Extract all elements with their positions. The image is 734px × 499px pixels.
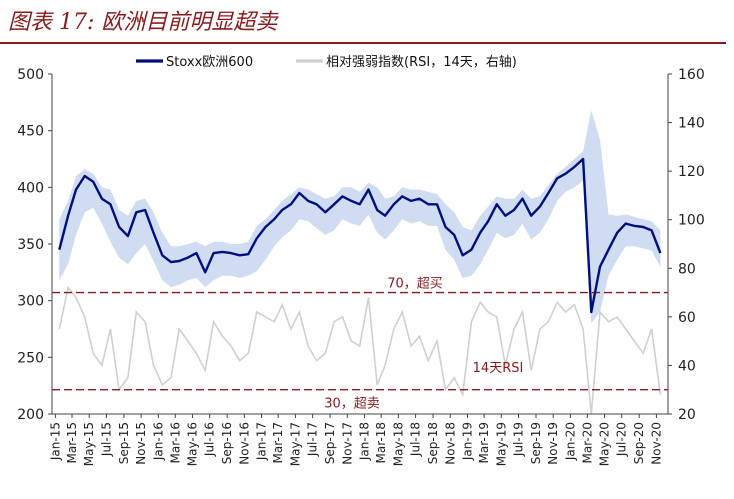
left-tick-label: 400 [17, 180, 44, 196]
title-divider [0, 42, 726, 44]
left-tick-label: 500 [17, 67, 44, 83]
x-tick-label: Sep-15 [117, 422, 131, 464]
reference-label-70: 70，超买 [387, 277, 443, 292]
chart-title: 图表 17: 欧洲目前明显超卖 [8, 10, 278, 35]
reference-label-30: 30，超卖 [324, 397, 380, 412]
x-tick-label: Jan-19 [460, 422, 474, 461]
x-tick-label: Sep-20 [632, 422, 646, 464]
reference-layer: 70，超买 30，超卖 14天RSI [52, 277, 668, 412]
stoxx-layer [58, 157, 662, 314]
x-tick-label: Jan-17 [255, 422, 269, 461]
left-tick-label: 350 [17, 237, 44, 253]
left-tick-label: 250 [17, 350, 44, 366]
right-tick-label: 160 [678, 67, 705, 83]
x-tick-label: Nov-19 [546, 422, 560, 465]
x-tick-label: Sep-16 [220, 422, 234, 464]
axes-layer: 200 250 300 350 400 450 500 20 40 60 80 100 120 140 16… [17, 67, 704, 466]
right-tick-label: 140 [678, 116, 705, 132]
x-tick-label: Sep-17 [323, 422, 337, 464]
x-tick-label: Nov-18 [443, 422, 457, 465]
left-tick-label: 300 [17, 294, 44, 310]
x-tick-label: Sep-18 [426, 422, 440, 464]
x-tick-label: Jan-18 [358, 422, 372, 461]
x-tick-label: Nov-16 [237, 422, 251, 465]
x-tick-label: May-20 [598, 422, 612, 466]
x-tick-label: Jul-15 [99, 422, 113, 457]
x-tick-label: May-18 [391, 422, 405, 466]
x-tick-label: Nov-15 [134, 422, 148, 465]
x-tick-label: Sep-19 [529, 422, 543, 464]
x-tick-label: Nov-17 [340, 422, 354, 465]
right-tick-label: 100 [678, 213, 705, 229]
x-tick-label: Jul-18 [409, 422, 423, 457]
x-tick-label: May-15 [82, 422, 96, 466]
x-tick-label: Mar-15 [65, 422, 79, 463]
x-tick-label: Jan-15 [48, 422, 62, 461]
rsi-layer [58, 285, 662, 415]
x-tick-label: Jul-20 [615, 422, 629, 457]
x-tick-label: Jan-16 [151, 422, 165, 461]
x-tick-label: Jan-20 [563, 422, 577, 461]
x-tick-label: Mar-18 [374, 422, 388, 463]
x-tick-label: Mar-17 [271, 422, 285, 463]
x-tick-label: Mar-20 [580, 422, 594, 463]
left-tick-label: 450 [17, 124, 44, 140]
x-tick-label: Mar-16 [168, 422, 182, 463]
left-tick-label: 200 [17, 407, 44, 423]
x-tick-label: Jul-19 [512, 422, 526, 457]
right-tick-label: 60 [678, 310, 696, 326]
stoxx600-line [58, 157, 662, 314]
band-layer [59, 110, 661, 324]
x-tick-label: Mar-19 [477, 422, 491, 463]
right-tick-label: 20 [678, 407, 696, 423]
right-tick-label: 80 [678, 261, 696, 277]
band-area [59, 110, 661, 324]
right-tick-label: 120 [678, 164, 705, 180]
x-tick-label: May-16 [185, 422, 199, 466]
rsi-line [58, 285, 662, 415]
x-tick-label: May-19 [494, 422, 508, 466]
right-tick-label: 40 [678, 358, 696, 374]
x-tick-label: Jul-16 [203, 422, 217, 457]
legend-label-rsi: 相对强弱指数(RSI，14天，右轴) [326, 55, 517, 70]
rsi-annotation: 14天RSI [473, 361, 524, 376]
legend: Stoxx欧洲600 相对强弱指数(RSI，14天，右轴) [136, 55, 517, 70]
x-tick-label: May-17 [288, 422, 302, 466]
legend-label-stoxx: Stoxx欧洲600 [166, 55, 253, 70]
x-tick-label: Nov-20 [649, 422, 663, 465]
x-tick-label: Jul-17 [306, 422, 320, 457]
